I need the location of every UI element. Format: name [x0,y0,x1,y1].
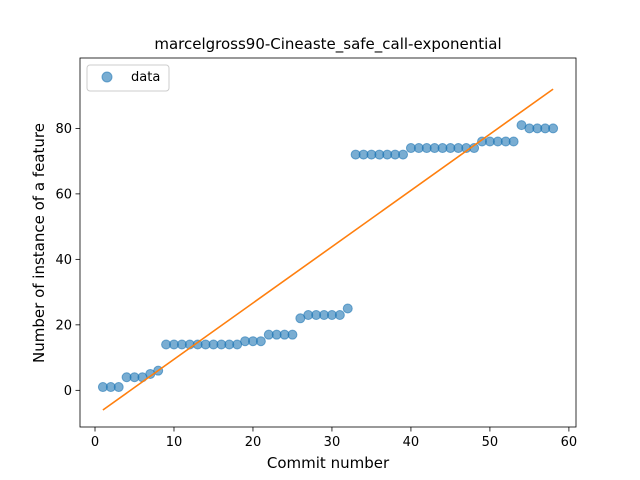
legend-marker-data [101,71,113,83]
data-point [113,382,124,393]
data-point [342,303,353,314]
legend: data [86,64,170,92]
legend-box [86,64,170,92]
y-tick-label: 60 [55,187,72,202]
legend-label-data: data [131,70,160,85]
chart-title: marcelgross90-Cineaste_safe_call-exponen… [154,35,501,54]
data-point [398,149,409,160]
x-tick-label: 60 [561,435,578,450]
x-tick-label: 20 [245,435,262,450]
x-tick-label: 50 [482,435,499,450]
y-tick-label: 80 [55,122,72,137]
x-axis-label: Commit number [267,454,390,472]
x-tick-label: 40 [403,435,420,450]
y-tick-label: 40 [55,253,72,268]
y-axis-label: Number of instance of a feature [30,123,48,363]
x-tick-label: 0 [91,435,99,450]
axes-frame [79,57,577,428]
x-tick-label: 30 [324,435,341,450]
y-tick-label: 20 [55,318,72,333]
fit-line [102,88,554,411]
data-point [255,336,266,347]
plot-area [97,88,559,411]
x-tick-label: 10 [166,435,183,450]
data-point [287,329,298,340]
y-tick-label: 0 [64,384,72,399]
data-point [334,310,345,321]
axes: 0 10 20 30 40 50 60 0 20 40 60 80 [55,57,578,450]
data-point [508,136,519,147]
data-point [548,123,559,134]
